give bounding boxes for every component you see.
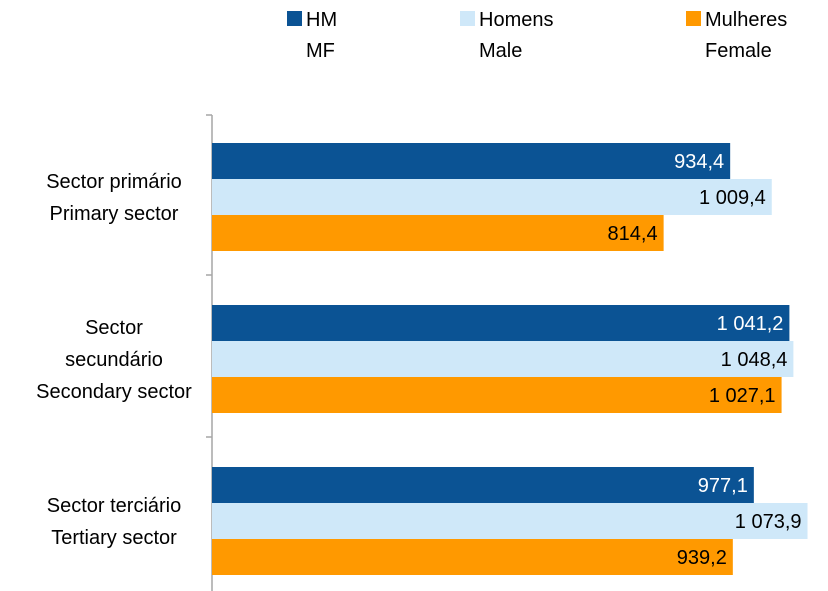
data-label: 934,4 — [674, 151, 724, 173]
data-label: 1 041,2 — [717, 313, 784, 335]
legend-swatch — [460, 11, 475, 26]
category-label-line: Secondary sector — [36, 381, 192, 403]
legend-swatch — [686, 11, 701, 26]
category-label-line: Primary sector — [50, 203, 179, 225]
data-label: 939,2 — [677, 547, 727, 569]
category-labels: Sector primário Primary sector Sector secun… — [36, 171, 192, 549]
bar-group-2: 977,1 1 073,9 939,2 — [212, 467, 808, 575]
legend: HM MF Homens Male Mulheres Female — [287, 9, 787, 62]
legend-label: Male — [479, 40, 522, 62]
bar-group-1: 1 041,2 1 048,4 1 027,1 — [212, 305, 794, 413]
bar-mf — [212, 143, 731, 179]
bar-group-0: 934,4 1 009,4 814,4 — [212, 143, 772, 251]
category-label-line: Sector terciário — [47, 495, 182, 517]
data-label: 1 009,4 — [699, 187, 766, 209]
category-label: Sector terciário Tertiary sector — [47, 495, 182, 549]
category-label-line: Sector primário — [46, 171, 182, 193]
legend-label: Homens — [479, 9, 553, 31]
legend-swatch — [287, 11, 302, 26]
legend-label: MF — [306, 40, 335, 62]
bar-male — [212, 179, 772, 215]
bars: 934,4 1 009,4 814,4 1 041,2 1 048,4 1 027,1 97… — [212, 143, 808, 575]
legend-item-hm: HM MF — [287, 9, 337, 62]
data-label: 814,4 — [608, 223, 658, 245]
bar-female — [212, 539, 733, 575]
legend-label: Mulheres — [705, 9, 787, 31]
data-label: 977,1 — [698, 475, 748, 497]
category-label-line: Sector — [85, 317, 143, 339]
bar-mf — [212, 467, 754, 503]
category-label: Sector secundário Secondary sector — [36, 317, 192, 403]
bar-female — [212, 377, 782, 413]
bar-male — [212, 503, 808, 539]
category-label-line: secundário — [65, 349, 163, 371]
bar-female — [212, 215, 664, 251]
bar-mf — [212, 305, 790, 341]
category-label: Sector primário Primary sector — [46, 171, 182, 225]
data-label: 1 048,4 — [721, 349, 788, 371]
legend-item-mulheres: Mulheres Female — [686, 9, 787, 62]
category-axis — [206, 114, 213, 591]
data-label: 1 027,1 — [709, 385, 776, 407]
legend-label: Female — [705, 40, 772, 62]
legend-item-homens: Homens Male — [460, 9, 553, 62]
legend-label: HM — [306, 9, 337, 31]
bar-male — [212, 341, 794, 377]
category-label-line: Tertiary sector — [51, 527, 177, 549]
data-label: 1 073,9 — [735, 511, 802, 533]
